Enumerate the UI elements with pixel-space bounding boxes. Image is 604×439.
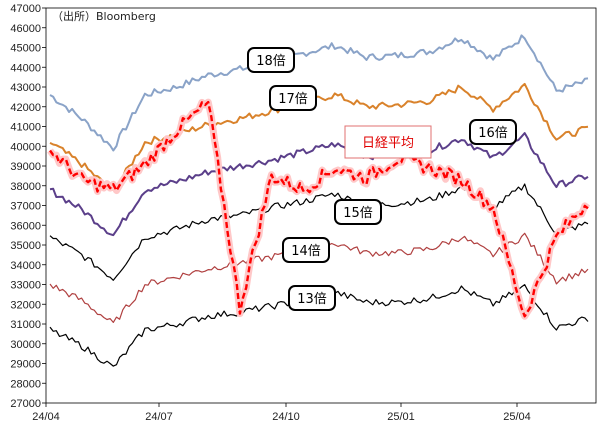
series-label-box [269, 85, 317, 111]
y-tick-label: 31000 [10, 319, 41, 331]
source-label: （出所）Bloomberg [52, 9, 156, 23]
series-label-text: 18倍 [256, 54, 286, 69]
x-tick-label: 25/01 [387, 411, 415, 423]
y-tick-label: 32000 [10, 299, 41, 311]
y-tick-label: 42000 [10, 102, 41, 114]
nikkei-label: 日経平均 [344, 125, 432, 159]
series-line-nikkei [49, 100, 589, 318]
series-label-m18: 18倍 [247, 47, 295, 73]
y-tick-label: 37000 [10, 201, 41, 213]
y-tick-label: 45000 [10, 43, 41, 55]
y-axis: 27000 28000 29000 30000 31000 32000 33000 34000… [10, 3, 46, 410]
x-tick-label: 25/04 [503, 411, 531, 423]
series-label-m15: 15倍 [334, 199, 382, 225]
y-tick-label: 46000 [10, 23, 41, 35]
series-label-text: 14倍 [291, 244, 321, 259]
series-line-m18 [49, 34, 589, 152]
series-label-m14: 14倍 [282, 237, 330, 263]
series-line-m17 [49, 82, 589, 192]
series-label-box [282, 237, 330, 263]
series-label-box [334, 199, 382, 225]
y-tick-label: 39000 [10, 161, 41, 173]
y-tick-label: 40000 [10, 141, 41, 153]
x-tick-label: 24/10 [272, 411, 300, 423]
y-tick-label: 33000 [10, 280, 41, 292]
y-tick-label: 28000 [10, 378, 41, 390]
series-line-m16 [49, 132, 589, 237]
series-label-text: 13倍 [297, 292, 327, 307]
y-tick-label: 27000 [10, 398, 41, 410]
y-tick-label: 36000 [10, 220, 41, 232]
series-label-m13: 13倍 [288, 285, 336, 311]
y-tick-label: 43000 [10, 82, 41, 94]
series-label-m16: 16倍 [469, 119, 517, 145]
y-tick-label: 29000 [10, 359, 41, 371]
plot-area [45, 7, 597, 404]
y-tick-label: 47000 [10, 3, 41, 15]
series-layer [47, 34, 591, 367]
series-label-box [288, 285, 336, 311]
y-tick-label: 30000 [10, 339, 41, 351]
series-line-m15 [49, 183, 589, 281]
y-tick-label: 35000 [10, 240, 41, 252]
y-tick-label: 41000 [10, 122, 41, 134]
series-label-box [469, 119, 517, 145]
x-tick-label: 24/07 [145, 411, 173, 423]
y-tick-label: 44000 [10, 62, 41, 74]
nikkei-label-text: 日経平均 [362, 136, 414, 151]
nikkei-label-box [344, 125, 432, 159]
series-label-m17: 17倍 [269, 85, 317, 111]
y-tick-label: 34000 [10, 260, 41, 272]
series-label-text: 16倍 [478, 126, 508, 141]
series-label-box [247, 47, 295, 73]
x-axis: 24/04 24/07 24/10 25/01 25/04 [32, 403, 531, 423]
series-label-text: 15倍 [343, 206, 373, 221]
series-label-text: 17倍 [278, 92, 308, 107]
label-layer: 18倍 17倍 16倍 15倍 14倍 13倍 日経平均 [247, 47, 517, 311]
x-tick-label: 24/04 [32, 411, 60, 423]
y-tick-label: 38000 [10, 181, 41, 193]
